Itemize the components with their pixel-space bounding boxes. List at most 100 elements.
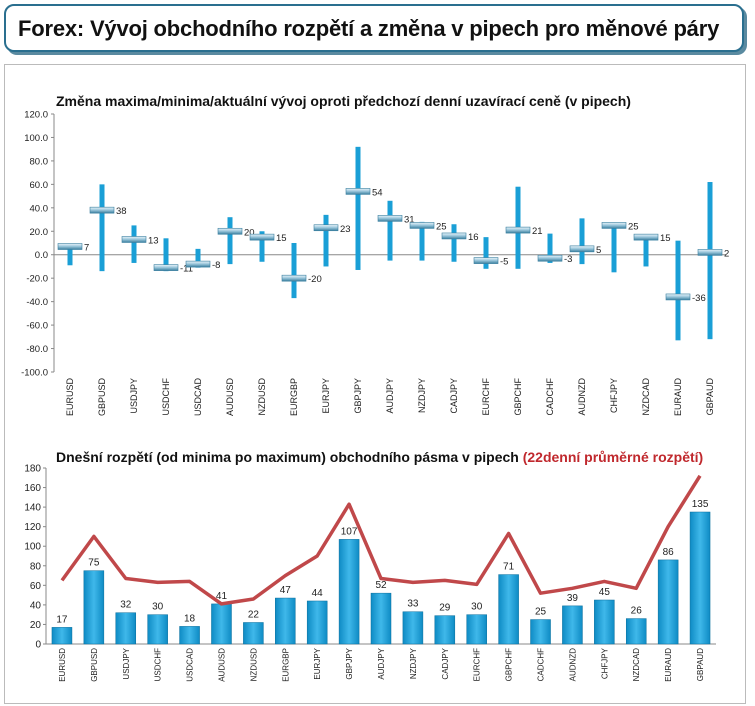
chart1-ytick-label: 20.0 [30,227,49,238]
chart1-range-bar [611,223,617,273]
chart1-current-marker [313,224,339,232]
chart2-value-label: 41 [216,591,228,602]
chart1-ytick-label: -20.0 [26,274,48,285]
chart1-ytick-label: -80.0 [26,344,48,355]
chart1-current-marker [441,232,467,240]
chart2-ytick-label: 100 [24,542,41,553]
chart1-value-label: 7 [84,243,89,254]
chart1-range-bar [259,231,265,262]
chart1-category-label: USDCHF [161,377,171,415]
chart1-category-label: USDJPY [129,378,139,414]
chart2-bar [306,600,328,645]
chart1-current-marker [281,274,307,282]
chart1-range-bar [195,248,201,268]
chart2-ytick-label: 20 [30,620,42,631]
chart1-range-bar [419,221,425,261]
chart2-ytick-label: 120 [24,522,41,533]
chart1-ytick-label: 60.0 [30,180,49,191]
chart2-category-label: EURAUD [664,648,673,682]
chart2-category-label: GBPJPY [345,647,354,679]
chart1-value-label: -8 [212,260,220,271]
chart2-value-label: 17 [56,614,68,625]
chart1-title: Změna maxima/minima/aktuální vývoj oprot… [56,93,631,109]
chart2-category-label: USDJPY [122,647,131,679]
chart1-value-label: -5 [500,257,508,268]
chart2-bar [147,614,168,645]
chart2-category-label: CADJPY [441,647,450,679]
chart1-ytick-label: -100.0 [21,368,48,379]
chart1-current-marker [249,233,275,241]
chart1-category-label: EURCHF [481,377,491,415]
chart1-range-bar [163,238,169,272]
chart2-category-label: AUDUSD [217,648,226,682]
chart1-current-marker [505,226,531,234]
header-box: Forex: Vývoj obchodního rozpětí a změna … [4,4,744,52]
chart1-category-label: NZDCAD [641,378,651,416]
chart1-value-label: -11 [180,264,193,275]
chart1-category-label: EURGBP [289,378,299,416]
chart2-category-label: EURCHF [473,648,482,681]
chart2-ytick-label: 180 [24,464,41,475]
chart1-range-bar [387,200,393,261]
chart2-bar [498,574,519,645]
chart2-value-label: 18 [184,613,196,624]
chart2-category-label: CHFJPY [600,647,609,679]
chart1-current-marker [697,249,723,256]
chart1-current-marker [345,188,371,195]
chart1-range-bar [643,234,649,267]
chart2-value-label: 52 [375,580,387,591]
chart1-category-label: CHFJPY [609,378,619,413]
chart2-ytick-label: 0 [35,640,41,651]
chart1-value-label: 25 [628,221,639,232]
chart2-category-label: AUDJPY [377,647,386,679]
chart1-range-bar [579,218,585,265]
chart1-category-label: CADCHF [545,377,555,415]
chart2-category-label: USDCHF [154,648,163,681]
chart2-category-label: AUDNZD [568,648,577,682]
chart2-value-label: 135 [692,499,709,510]
chart1-value-label: 2 [724,248,729,259]
chart2-bar [689,511,711,645]
chart1-category-label: NZDUSD [257,378,267,416]
chart2-bar [275,597,296,645]
chart1-current-marker [89,206,115,214]
chart2-value-label: 29 [439,603,451,614]
chart1-range-bar [227,217,233,265]
chart2-value-label: 26 [631,606,643,617]
chart2-value-label: 30 [471,602,483,613]
chart1-ytick-label: 120.0 [24,110,48,121]
chart1-category-label: GBPAUD [705,378,715,416]
chart2-value-label: 45 [599,587,611,598]
chart2-value-label: 44 [312,588,324,599]
chart2-avg-range-line [60,474,702,606]
chart1-range-bar [291,243,297,299]
chart1-current-marker [153,264,179,271]
chart1-category-label: AUDUSD [225,378,235,417]
chart1-category-label: EURJPY [321,378,331,414]
chart1-range-bar [547,233,553,263]
chart1-value-label: 13 [148,235,159,246]
chart2-title: Dnešní rozpětí (od minima po maximum) ob… [56,449,703,465]
chart1-value-label: -20 [308,274,322,285]
chart1-current-marker [633,233,659,241]
chart2-category-label: NZDJPY [409,647,418,679]
chart2-bar [594,599,615,645]
chart2-bar [338,539,360,645]
chart2-bar [243,622,264,645]
chart2-bar [83,570,105,645]
chart2-value-label: 33 [407,599,419,610]
chart2-value-label: 32 [120,600,132,611]
chart1-current-marker [185,260,211,268]
chart2-bar [657,559,679,645]
chart2-bar [115,612,137,645]
chart1-current-marker [121,236,147,243]
chart2-category-label: NZDUSD [249,648,258,682]
chart1-value-label: 5 [596,245,601,256]
chart2-bar [530,619,551,645]
chart1-current-marker [377,215,403,222]
chart2-title-accent: (22denní průměrné rozpětí) [522,449,704,465]
chart2-bar [211,603,232,645]
chart1-range-bar [675,240,681,341]
chart1-current-marker [665,293,691,301]
